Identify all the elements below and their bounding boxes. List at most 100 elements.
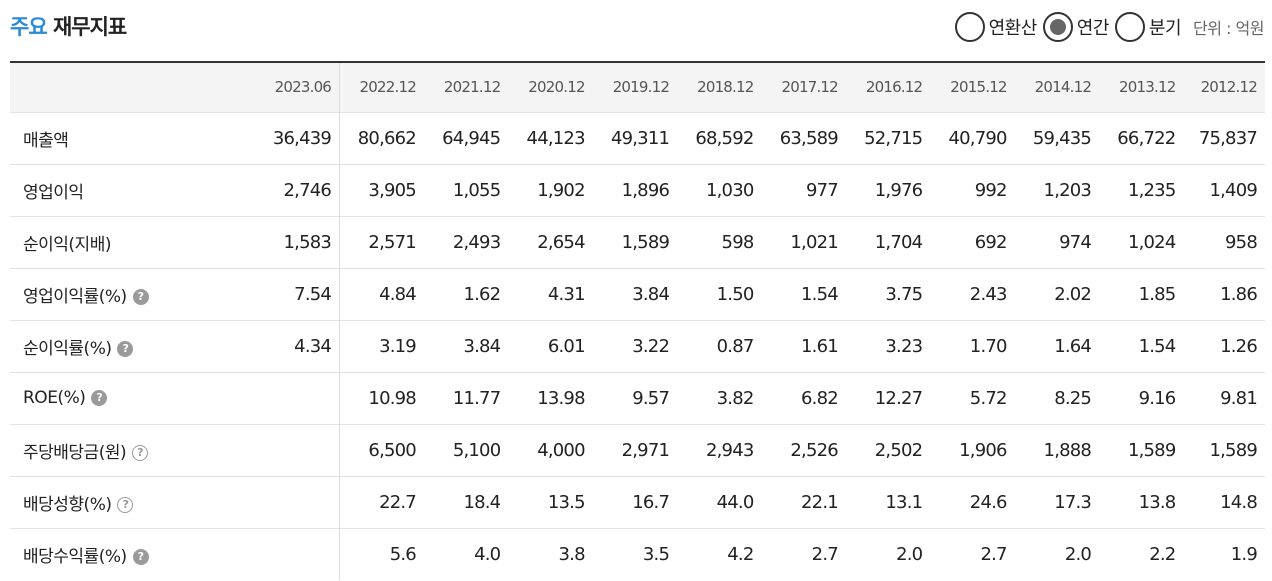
value-cell: 3,905 (339, 163, 424, 216)
radio-quarterly[interactable]: 분기 (1114, 12, 1183, 42)
row-label-cell: 배당성향(%)? (10, 475, 248, 528)
value-cell: 80,662 (339, 111, 424, 164)
column-header: 2015.12 (930, 62, 1015, 112)
section-title: 주요 재무지표 (10, 11, 127, 41)
value-cell: 59,435 (1014, 111, 1100, 164)
help-icon[interactable]: ? (132, 444, 149, 461)
value-cell: 2.2 (1099, 527, 1184, 580)
row-label-cell: 주당배당금(원)? (10, 423, 248, 476)
value-cell: 1.61 (761, 319, 846, 372)
financial-table: 2023.06 2022.12 2021.12 2020.12 2019.12 2018.… (10, 61, 1265, 580)
value-cell: 1.85 (1099, 267, 1184, 320)
value-cell: 3.84 (423, 319, 509, 372)
value-cell: 2.0 (1014, 527, 1100, 580)
row-label: 영업이익 (23, 182, 84, 203)
value-cell: 75,837 (1183, 111, 1265, 164)
value-cell: 11.77 (423, 371, 509, 424)
value-cell: 3.19 (339, 319, 424, 372)
value-cell: 8.25 (1014, 371, 1100, 424)
value-cell: 10.98 (339, 371, 424, 424)
unit-label: 단위 : 억원 (1193, 19, 1264, 38)
value-cell: 17.3 (1014, 475, 1100, 528)
help-icon[interactable]: ? (117, 496, 134, 513)
value-cell: 2.02 (1014, 267, 1100, 320)
radio-label-quarterly: 분기 (1148, 18, 1182, 39)
value-cell: 1,589 (1099, 423, 1184, 476)
value-cell: 18.4 (423, 475, 509, 528)
table-row: 배당수익률(%)? 5.6 4.0 3.8 3.5 4.2 2.7 2.0 2.7 2.0 2.2 1… (10, 527, 1265, 580)
value-cell (247, 475, 341, 528)
value-cell: 4.84 (339, 267, 424, 320)
value-cell: 3.5 (592, 527, 678, 580)
help-icon[interactable]: ? (132, 548, 149, 565)
value-cell: 1,589 (592, 215, 678, 268)
help-icon[interactable]: ? (91, 390, 108, 406)
row-label-cell: ROE(%)? (10, 371, 248, 424)
value-cell: 13.8 (1099, 475, 1184, 528)
row-label: ROE(%) (23, 388, 86, 408)
value-cell: 9.81 (1183, 371, 1265, 424)
value-cell: 1.86 (1183, 267, 1265, 320)
value-cell: 1.9 (1183, 527, 1265, 580)
value-cell: 52,715 (845, 111, 931, 164)
column-header: 2019.12 (592, 62, 678, 112)
table-row: 배당성향(%)? 22.7 18.4 13.5 16.7 44.0 22.1 13.1 24.6… (10, 475, 1265, 528)
radio-annual[interactable]: 연간 (1042, 12, 1111, 42)
radio-annualized[interactable]: 연환산 (954, 12, 1039, 42)
value-cell: 2,943 (677, 423, 762, 476)
table-row: 매출액 36,439 80,662 64,945 44,123 49,311 68,592 6… (10, 111, 1265, 164)
value-cell: 24.6 (930, 475, 1015, 528)
value-cell: 2,571 (339, 215, 424, 268)
value-cell: 4.34 (247, 319, 341, 372)
value-cell: 68,592 (677, 111, 762, 164)
column-header: 2018.12 (677, 62, 762, 112)
value-cell: 44,123 (508, 111, 593, 164)
value-cell: 6.82 (761, 371, 846, 424)
value-cell: 2,526 (761, 423, 846, 476)
value-cell: 66,722 (1099, 111, 1184, 164)
radio-button-annualized[interactable] (954, 12, 985, 42)
value-cell: 4,000 (508, 423, 593, 476)
row-label-cell: 영업이익 (10, 163, 248, 216)
value-cell: 3.75 (845, 267, 931, 320)
value-cell: 977 (761, 163, 846, 216)
value-cell: 13.1 (845, 475, 931, 528)
row-label: 매출액 (23, 130, 69, 151)
value-cell: 1.70 (930, 319, 1015, 372)
value-cell: 3.84 (592, 267, 678, 320)
value-cell: 2.7 (930, 527, 1015, 580)
help-icon[interactable]: ? (132, 288, 149, 305)
row-label: 배당성향(%) (23, 494, 112, 515)
value-cell: 4.0 (423, 527, 509, 580)
column-header: 2013.12 (1099, 62, 1184, 112)
value-cell: 6.01 (508, 319, 593, 372)
value-cell: 13.5 (508, 475, 593, 528)
radio-button-quarterly[interactable] (1114, 12, 1145, 42)
table-row: 주당배당금(원)? 6,500 5,100 4,000 2,971 2,943 2,526 2… (10, 423, 1265, 476)
value-cell: 7.54 (247, 267, 341, 320)
table-body: 매출액 36,439 80,662 64,945 44,123 49,311 68,592 6… (10, 111, 1265, 580)
value-cell: 1.54 (1099, 319, 1184, 372)
value-cell: 9.57 (592, 371, 678, 424)
value-cell: 1.54 (761, 267, 846, 320)
value-cell: 1,021 (761, 215, 846, 268)
radio-button-annual[interactable] (1042, 12, 1073, 42)
value-cell: 0.87 (677, 319, 762, 372)
value-cell: 9.16 (1099, 371, 1184, 424)
value-cell: 12.27 (845, 371, 931, 424)
row-label: 영업이익률(%) (23, 286, 127, 307)
value-cell: 1,589 (1183, 423, 1265, 476)
table-row: 순이익(지배) 1,583 2,571 2,493 2,654 1,589 598 1,021… (10, 215, 1265, 268)
row-label-cell: 영업이익률(%)? (10, 267, 248, 320)
value-cell: 2,493 (423, 215, 509, 268)
value-cell: 1.26 (1183, 319, 1265, 372)
value-cell: 5.6 (339, 527, 424, 580)
help-icon[interactable]: ? (117, 340, 134, 357)
value-cell: 598 (677, 215, 762, 268)
value-cell: 1.50 (677, 267, 762, 320)
value-cell: 44.0 (677, 475, 762, 528)
value-cell: 1,583 (247, 215, 341, 268)
column-header: 2017.12 (761, 62, 846, 112)
value-cell: 1,906 (930, 423, 1015, 476)
value-cell (247, 527, 341, 580)
